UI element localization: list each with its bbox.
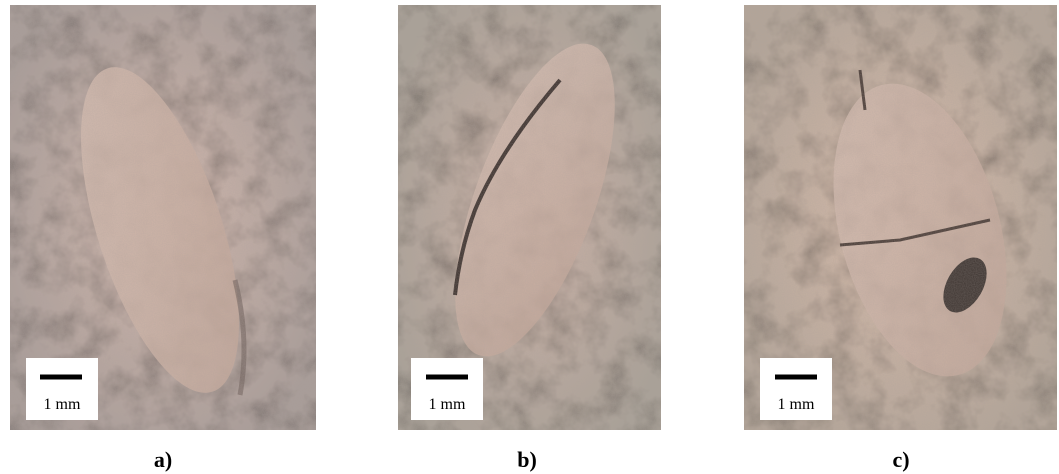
scale-label: 1 mm xyxy=(778,396,815,413)
photo-c xyxy=(744,5,1057,430)
caption: b) xyxy=(517,447,537,472)
scale-bar-c: 1 mm xyxy=(760,358,832,420)
scale-label: 1 mm xyxy=(44,396,81,413)
scale-label: 1 mm xyxy=(429,396,466,413)
scale-bar-a: 1 mm xyxy=(26,358,98,420)
caption: a) xyxy=(154,447,172,472)
scale-bar-b: 1 mm xyxy=(411,358,483,420)
caption: c) xyxy=(892,447,909,472)
